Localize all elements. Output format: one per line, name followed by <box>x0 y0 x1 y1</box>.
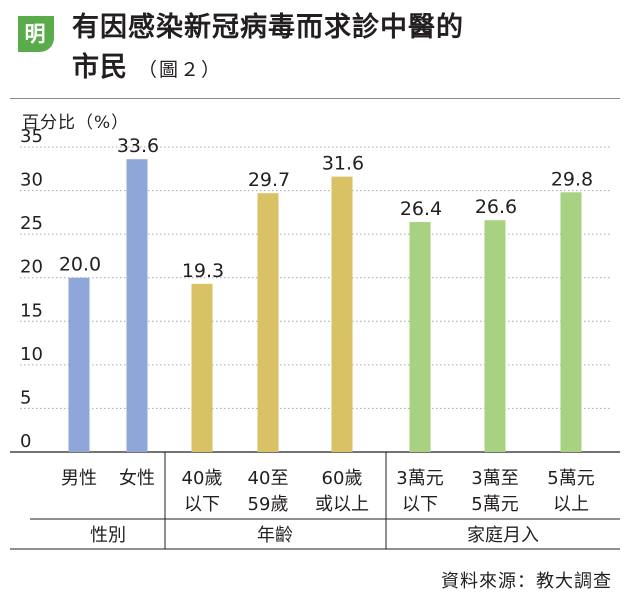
bar-value-label: 26.4 <box>400 198 442 220</box>
bar-value-label: 29.7 <box>248 169 290 191</box>
x-tick-label: 40至 <box>248 468 289 489</box>
x-tick-label: 3萬至 <box>471 468 518 489</box>
x-tick-label: 40歲 <box>182 468 223 489</box>
bar <box>126 159 148 452</box>
x-tick-label: 60歲 <box>322 468 363 489</box>
x-tick-label: 59歲 <box>248 494 289 515</box>
bar <box>484 220 506 452</box>
logo-leaf-shape <box>18 16 54 52</box>
logo-char: 明 <box>25 22 46 46</box>
y-tick-label: 5 <box>20 387 31 408</box>
x-tick-label: 以上 <box>553 494 589 515</box>
source-note: 資料來源：教大調查 <box>441 571 612 592</box>
bar <box>560 192 582 453</box>
y-tick-label: 15 <box>20 300 43 321</box>
bar <box>331 176 353 452</box>
group-label: 家庭月入 <box>467 525 539 546</box>
bar-value-label: 33.6 <box>117 135 159 157</box>
x-tick-label: 5萬元 <box>547 468 594 489</box>
bar-value-label: 19.3 <box>182 260 224 282</box>
header-divider <box>10 98 620 99</box>
title-line-2: 市民 <box>72 52 128 83</box>
bar-value-label: 26.6 <box>475 196 517 218</box>
y-tick-label: 30 <box>20 170 43 191</box>
bar <box>191 283 213 452</box>
y-tick-label: 20 <box>20 257 43 278</box>
y-tick-label: 35 <box>20 126 43 147</box>
bar-value-label: 31.6 <box>322 153 364 175</box>
y-tick-label: 25 <box>20 213 43 234</box>
bar-value-label: 29.8 <box>551 168 593 190</box>
x-tick-label: 以下 <box>184 494 220 515</box>
y-tick-label: 0 <box>20 431 31 452</box>
x-tick-label: 或以上 <box>315 494 369 515</box>
group-label: 年齡 <box>257 525 293 546</box>
page-title: 有因感染新冠病毒而求診中醫的 市民 （圖２） <box>72 8 464 90</box>
x-tick-label: 以下 <box>402 494 438 515</box>
x-tick-label: 5萬元 <box>471 494 518 515</box>
group-label: 性別 <box>90 525 126 546</box>
bar <box>409 221 431 452</box>
bar <box>257 193 279 452</box>
x-tick-label: 女性 <box>119 468 155 489</box>
bar-value-label: 20.0 <box>59 254 101 276</box>
y-axis-label: 百分比（%） <box>22 113 130 133</box>
logo-icon: 明 <box>18 16 54 52</box>
figure-number: （圖２） <box>138 59 223 81</box>
title-line-1: 有因感染新冠病毒而求診中醫的 <box>72 12 464 43</box>
bar <box>68 277 90 452</box>
x-tick-label: 男性 <box>61 468 97 489</box>
y-tick-label: 10 <box>20 344 43 365</box>
x-tick-label: 3萬元 <box>396 468 443 489</box>
